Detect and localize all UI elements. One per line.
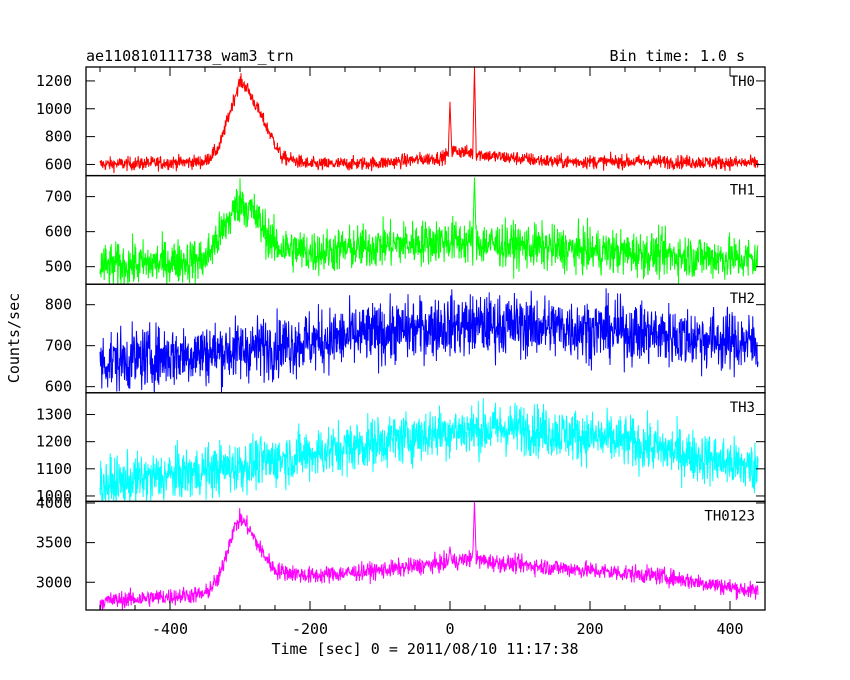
series-label-th2: TH2 (730, 291, 755, 307)
y-tick-label: 800 (45, 128, 72, 146)
panels: 600 800 1000 1200 TH0 500 600 700 TH1 600 700 800 TH… (36, 66, 766, 611)
x-tick-label: 400 (716, 620, 743, 638)
y-tick-label: 4000 (36, 494, 72, 512)
x-tick-label: 200 (576, 620, 603, 638)
series-th3-line (99, 398, 759, 502)
series-th1-line (99, 177, 759, 285)
panel-frame (85, 500, 766, 611)
series-label-th0: TH0 (730, 74, 755, 90)
y-tick-label: 1000 (36, 100, 72, 118)
series-label-th3: TH3 (730, 400, 755, 416)
y-tick-label: 600 (45, 223, 72, 241)
x-tick-label: -200 (292, 620, 328, 638)
series-th0123-line (99, 501, 759, 610)
y-tick-label: 1300 (36, 406, 72, 424)
y-tick-label: 700 (45, 337, 72, 355)
y-tick-label: 600 (45, 155, 72, 173)
y-tick-label: 1100 (36, 460, 72, 478)
panel-th3: 1000 1100 1200 1300 TH3 (36, 392, 766, 505)
series-th2-line (99, 288, 759, 393)
series-th0-line (99, 67, 759, 174)
y-tick-label: 800 (45, 296, 72, 314)
chart-title: ae110810111738_wam3_trn (86, 47, 294, 65)
y-tick-label: 3500 (36, 534, 72, 552)
y-tick-label: 3000 (36, 573, 72, 591)
y-tick-label: 1200 (36, 433, 72, 451)
x-axis-label: Time [sec] 0 = 2011/08/10 11:17:38 (271, 640, 578, 658)
panel-th0: 600 800 1000 1200 TH0 (36, 66, 766, 177)
series-label-th0123: TH0123 (704, 508, 755, 524)
x-tick-label: 0 (445, 620, 454, 638)
bin-time-label: Bin time: 1.0 s (610, 47, 745, 65)
y-tick-label: 700 (45, 188, 72, 206)
panel-th0123: 3000 3500 4000 TH0123 (36, 494, 766, 611)
series-label-th1: TH1 (730, 183, 755, 199)
panel-th1: 500 600 700 TH1 (45, 174, 766, 285)
y-tick-label: 600 (45, 378, 72, 396)
y-axis-label: Counts/sec (5, 293, 23, 383)
x-axis: -400 -200 0 200 400 (99, 67, 744, 638)
y-tick-label: 1000 (36, 487, 72, 505)
x-tick-label: -400 (152, 620, 188, 638)
y-tick-label: 500 (45, 258, 72, 276)
y-tick-label: 1200 (36, 72, 72, 90)
panel-th2: 600 700 800 TH2 (45, 283, 766, 396)
